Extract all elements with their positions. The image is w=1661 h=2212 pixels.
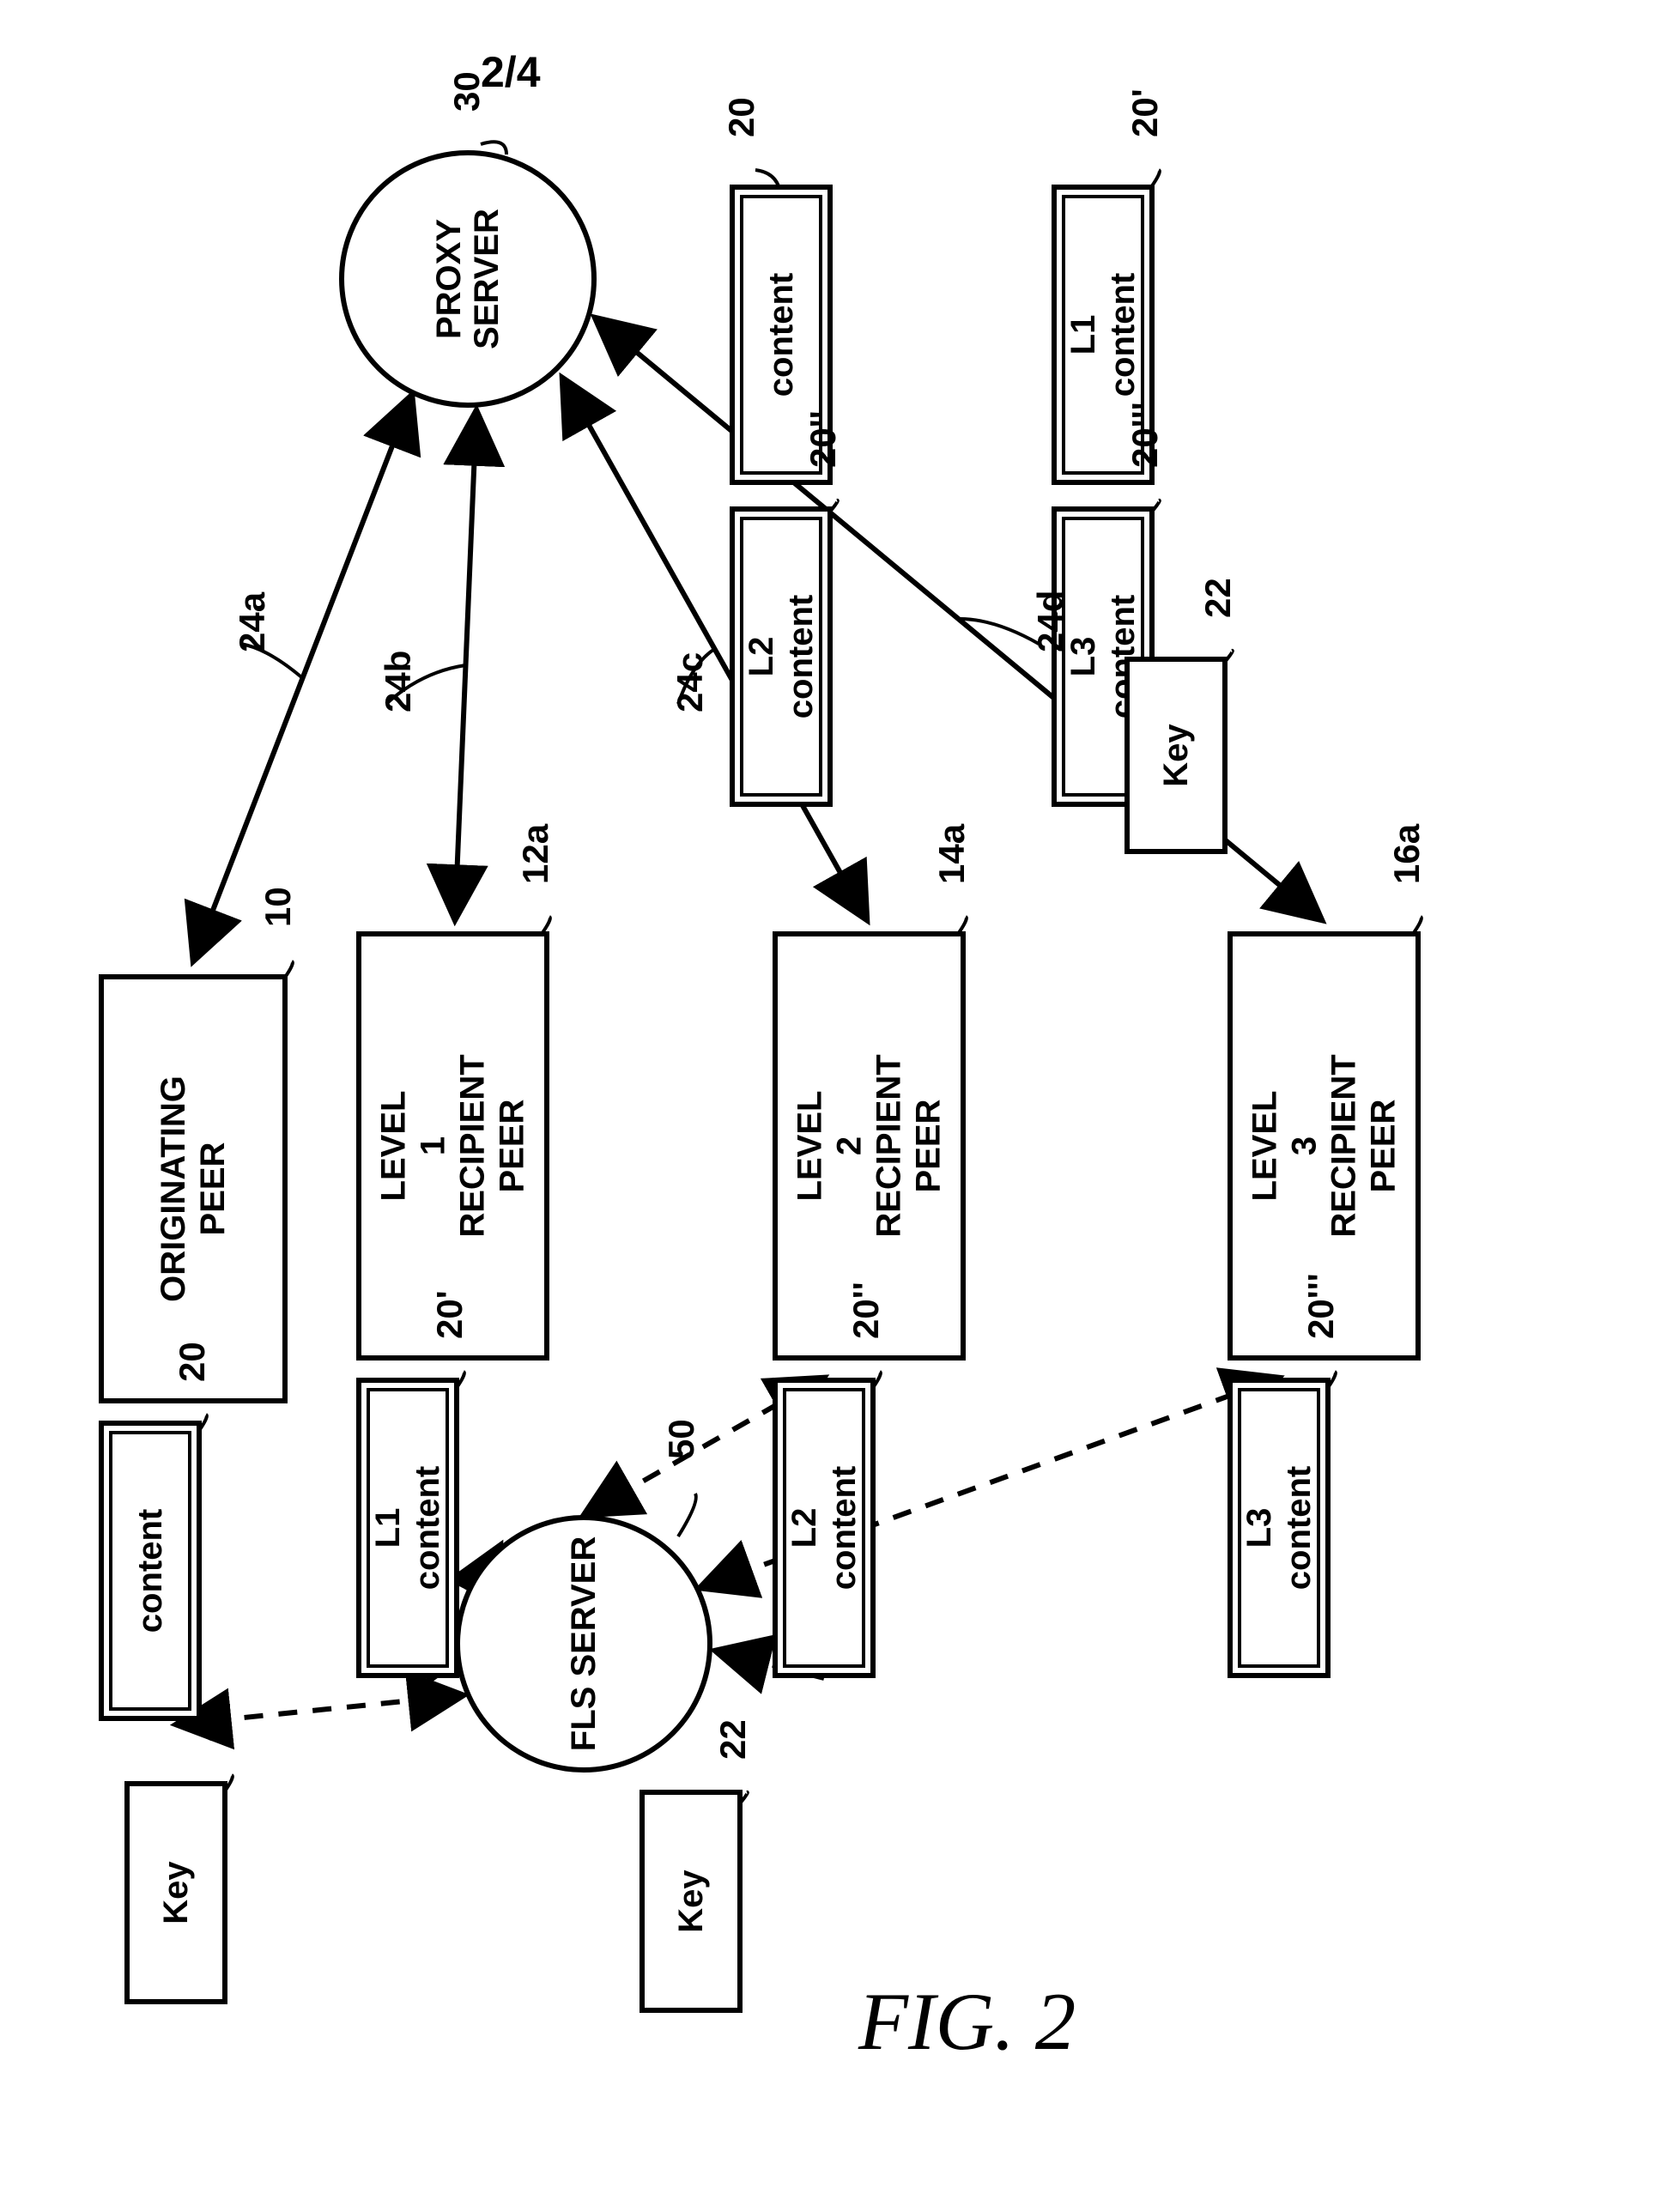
ref-l2_content: 20'' xyxy=(846,1282,887,1339)
l3_content-label: L3 content xyxy=(1240,1466,1318,1590)
ref-orig: 10 xyxy=(258,887,299,927)
ref-l3peer: 16a xyxy=(1386,824,1428,884)
l1peer-label: LEVEL 1 RECIPIENT PEER xyxy=(374,1054,532,1237)
px_content-label: content xyxy=(761,273,801,397)
edge-label-24a: 24a xyxy=(232,592,273,652)
edge-24b xyxy=(455,410,476,920)
node-l2_content: L2 content xyxy=(773,1378,876,1678)
orig_key-label: Key xyxy=(156,1846,196,1939)
ref-l2peer: 14a xyxy=(931,824,973,884)
node-orig_content: content xyxy=(99,1421,202,1721)
edge-label-24d: 24d xyxy=(1030,591,1071,652)
proxy-label: PROXY SERVER xyxy=(430,155,506,403)
l3peer-label: LEVEL 3 RECIPIENT PEER xyxy=(1246,1054,1403,1237)
ref-proxy: 30 xyxy=(446,71,488,112)
ref-l1_content: 20' xyxy=(429,1290,470,1339)
orig-label: ORIGINATING PEER xyxy=(154,1076,233,1302)
node-orig_key: Key xyxy=(124,1781,227,2004)
ref-px_key: 22 xyxy=(1197,578,1239,618)
ref-leader xyxy=(678,1494,696,1536)
ref-px_l1: 20' xyxy=(1125,88,1166,137)
node-fls_key: Key xyxy=(640,1790,743,2013)
node-fls: FLS SERVER xyxy=(455,1515,712,1773)
px_l1-label: L1 content xyxy=(1064,273,1143,397)
px_key-label: Key xyxy=(1156,709,1196,802)
ref-fls: 50 xyxy=(661,1419,702,1459)
ref-fls_key: 22 xyxy=(712,1719,754,1760)
ref-l3_content: 20''' xyxy=(1300,1273,1342,1339)
l2_content-label: L2 content xyxy=(785,1466,864,1590)
ref-orig_content: 20 xyxy=(172,1342,213,1382)
node-px_l2: L2 content xyxy=(730,506,833,807)
ref-orig_key: 22 xyxy=(197,1702,239,1742)
node-px_key: Key xyxy=(1125,657,1228,854)
node-l3_content: L3 content xyxy=(1228,1378,1331,1678)
ref-l1peer: 12a xyxy=(515,824,556,884)
node-l1_content: L1 content xyxy=(356,1378,459,1678)
fls_key-label: Key xyxy=(671,1855,711,1948)
l2peer-label: LEVEL 2 RECIPIENT PEER xyxy=(791,1054,949,1237)
fls-label: FLS SERVER xyxy=(565,1536,603,1751)
orig_content-label: content xyxy=(130,1509,170,1633)
edge-label-24b: 24b xyxy=(378,651,419,712)
diagram-canvas: 2/4 FIG. 2 PROXY SERVER 30 FLS SERVER 50 ORI… xyxy=(0,0,1661,2212)
edge-label-24c: 24c xyxy=(670,652,711,712)
node-orig: ORIGINATING PEER xyxy=(99,974,288,1403)
node-proxy: PROXY SERVER xyxy=(339,150,597,408)
ref-px_l2: 20'' xyxy=(803,410,844,468)
page-number: 2/4 xyxy=(481,47,541,97)
figure-caption: FIG. 2 xyxy=(858,1974,1076,2069)
ref-px_l3: 20''' xyxy=(1125,402,1166,468)
ref-px_content: 20 xyxy=(721,97,762,137)
l1_content-label: L1 content xyxy=(368,1466,447,1590)
px_l2-label: L2 content xyxy=(742,595,821,718)
